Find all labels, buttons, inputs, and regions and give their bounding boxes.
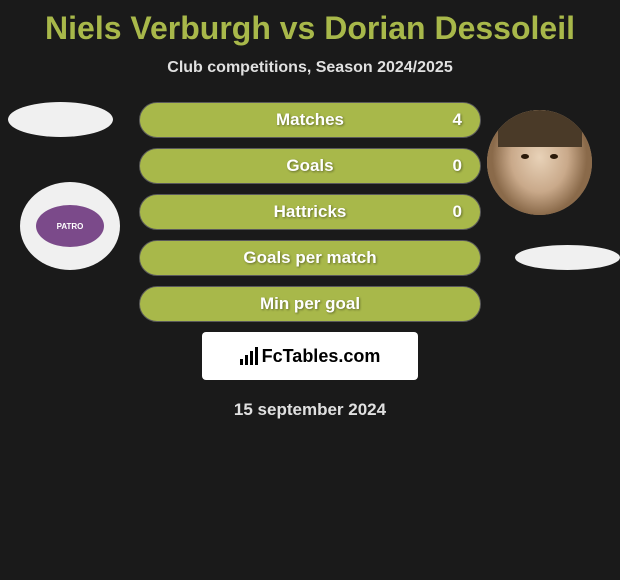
- page-subtitle: Club competitions, Season 2024/2025: [0, 59, 620, 77]
- date-label: 15 september 2024: [0, 400, 620, 420]
- stat-row-goals: Goals 0: [139, 148, 481, 184]
- chart-icon: [240, 347, 258, 365]
- stat-label: Matches: [140, 110, 480, 130]
- stat-row-min-per-goal: Min per goal: [139, 286, 481, 322]
- stat-value: 0: [453, 202, 462, 222]
- patro-text: PATRO: [57, 222, 84, 231]
- team1-badge: PATRO: [20, 182, 120, 270]
- stats-panel: Matches 4 Goals 0 Hattricks 0 Goals per …: [139, 102, 481, 322]
- stat-row-matches: Matches 4: [139, 102, 481, 138]
- patro-logo-icon: PATRO: [36, 205, 104, 247]
- stat-value: 0: [453, 156, 462, 176]
- brand-badge[interactable]: FcTables.com: [202, 332, 418, 380]
- team2-placeholder-icon: [515, 245, 620, 270]
- stat-label: Min per goal: [140, 294, 480, 314]
- player1-placeholder-icon: [8, 102, 113, 137]
- player2-avatar: [487, 110, 592, 215]
- player-face-icon: [487, 110, 592, 215]
- stat-row-hattricks: Hattricks 0: [139, 194, 481, 230]
- stat-row-goals-per-match: Goals per match: [139, 240, 481, 276]
- stat-value: 4: [453, 110, 462, 130]
- brand-text: FcTables.com: [262, 346, 381, 367]
- stat-label: Hattricks: [140, 202, 480, 222]
- stat-label: Goals per match: [140, 248, 480, 268]
- main-content: PATRO Matches 4 Goals 0 Hattricks 0 Goal…: [0, 102, 620, 420]
- stat-label: Goals: [140, 156, 480, 176]
- page-title: Niels Verburgh vs Dorian Dessoleil: [0, 0, 620, 47]
